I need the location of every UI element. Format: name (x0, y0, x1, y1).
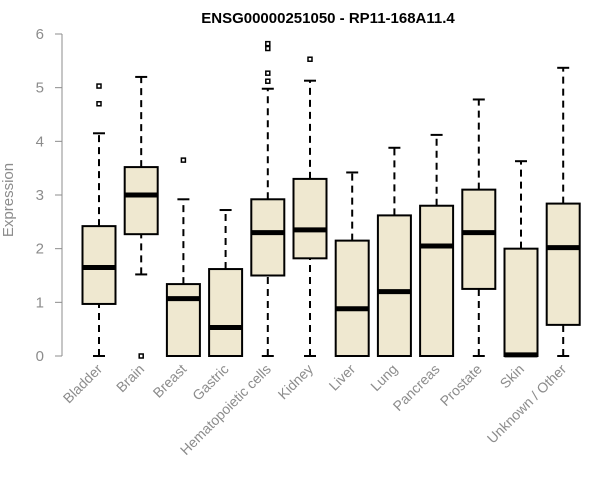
x-tick-label: Pancreas (390, 361, 443, 414)
box-2 (165, 157, 201, 357)
x-tick-label: Skin (497, 361, 528, 392)
box-iqr (208, 268, 244, 357)
box-10 (503, 160, 539, 358)
x-tick-label: Breast (150, 361, 190, 401)
y-tick-label: 1 (36, 294, 44, 311)
x-tick-label: Unknown / Other (484, 361, 570, 447)
outlier-point (180, 157, 187, 163)
box-4 (250, 40, 286, 357)
box-11 (545, 66, 581, 357)
y-axis: 0 1 2 3 4 5 6 (36, 26, 63, 365)
box-iqr (123, 166, 159, 236)
x-tick-label: Bladder (60, 361, 106, 407)
box-iqr (250, 198, 286, 277)
y-tick-label: 4 (36, 133, 44, 150)
outlier-point (138, 353, 144, 359)
box-3 (208, 209, 244, 357)
y-tick-label: 0 (36, 348, 44, 365)
outlier-point (265, 45, 271, 52)
box-9 (461, 98, 497, 357)
x-tick-label: Lung (367, 361, 400, 394)
box-8 (419, 133, 455, 357)
box-iqr (376, 214, 412, 357)
outlier-point (265, 78, 271, 84)
box-iqr (334, 239, 370, 357)
y-tick-label: 3 (36, 187, 44, 204)
outlier-point (307, 56, 313, 62)
boxes-group (81, 40, 581, 359)
box-1 (123, 75, 159, 359)
outlier-point (96, 101, 102, 107)
box-iqr (545, 202, 581, 326)
outlier-point (96, 83, 102, 89)
box-6 (334, 171, 370, 357)
x-tick-label: Kidney (275, 361, 317, 403)
y-tick-label: 2 (36, 241, 44, 258)
y-axis-label: Expression (0, 163, 17, 237)
outlier-point (265, 40, 271, 47)
box-iqr (461, 188, 497, 290)
box-iqr (292, 177, 328, 260)
x-tick-label: Brain (113, 361, 147, 395)
box-iqr (419, 204, 455, 357)
box-iqr (165, 283, 201, 357)
box-5 (292, 56, 328, 357)
box-0 (81, 83, 117, 357)
y-tick-label: 5 (36, 80, 44, 97)
x-tick-label: Liver (326, 361, 359, 394)
outlier-point (265, 70, 271, 76)
y-tick-label: 6 (36, 26, 44, 43)
box-7 (376, 146, 412, 357)
x-tick-label: Prostate (437, 361, 485, 409)
chart-title: ENSG00000251050 - RP11-168A11.4 (201, 10, 455, 27)
box-iqr (503, 247, 539, 358)
